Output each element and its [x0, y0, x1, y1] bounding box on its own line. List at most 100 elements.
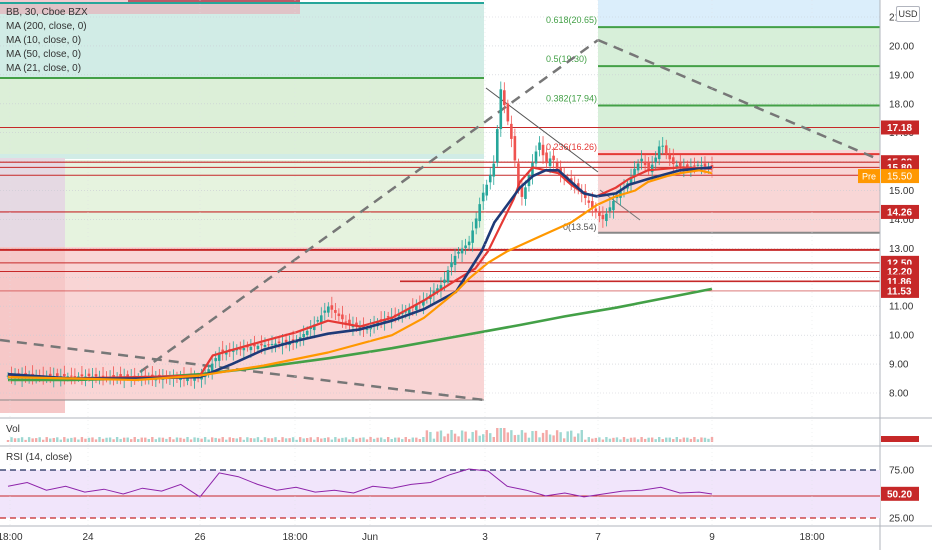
volume-bar	[320, 438, 323, 442]
volume-bar	[91, 437, 94, 442]
candle-body	[260, 343, 263, 346]
candle-body	[436, 288, 439, 291]
volume-bar	[534, 430, 538, 442]
candle-body	[538, 142, 541, 150]
volume-bar	[689, 438, 693, 442]
candle-body	[510, 123, 513, 139]
candle-body	[657, 146, 661, 160]
volume-bar	[686, 437, 689, 442]
volume-bar	[457, 436, 460, 442]
volume-bar	[372, 438, 376, 442]
volume-bar	[196, 437, 200, 442]
volume-bar	[658, 437, 661, 442]
rsi-band	[0, 470, 880, 518]
ma-50-legend[interactable]: MA (50, close, 0)	[6, 49, 82, 60]
volume-bar	[327, 437, 330, 442]
volume-bar	[640, 437, 643, 442]
volume-bar	[629, 437, 633, 442]
volume-bar	[186, 437, 189, 442]
price-label-5: 12.50	[887, 258, 912, 269]
candle-body	[446, 270, 450, 283]
volume-bar	[52, 437, 55, 442]
volume-bar	[594, 437, 598, 442]
candle-body	[534, 151, 538, 164]
candle-body	[253, 343, 256, 347]
symbol-title[interactable]: BB, 30, Cboe BZX	[6, 7, 88, 18]
volume-bar	[383, 439, 386, 442]
volume-bar	[193, 437, 196, 442]
volume-bar	[404, 437, 407, 442]
candle-body	[675, 165, 679, 167]
volume-bar	[291, 437, 295, 442]
volume-bar	[362, 437, 365, 442]
volume-bar	[27, 437, 31, 442]
time-tick-6: 7	[595, 532, 601, 543]
volume-bar	[654, 439, 657, 442]
volume-bar	[98, 437, 101, 442]
volume-bar	[577, 433, 580, 442]
candle-body	[249, 346, 253, 351]
volume-bar	[284, 438, 288, 442]
ma-10-legend[interactable]: MA (10, close, 0)	[6, 35, 82, 46]
candle-body	[671, 157, 675, 165]
volume-bar	[696, 439, 700, 442]
volume-bar	[73, 437, 77, 442]
volume-bar	[63, 437, 66, 442]
volume-bar	[77, 439, 80, 442]
ma-line-1	[7, 166, 713, 380]
volume-bar	[580, 430, 583, 442]
candle-body	[636, 163, 640, 171]
premarket-tag: Pre	[862, 172, 876, 182]
rsi-tick-1: 25.00	[889, 514, 914, 525]
volume-bar	[422, 437, 425, 442]
candle-body	[457, 251, 460, 254]
volume-bar	[668, 437, 671, 442]
volume-bar	[510, 430, 513, 442]
volume-bar	[450, 430, 453, 442]
volume-bar	[555, 430, 559, 442]
volume-bar	[151, 437, 154, 442]
volume-bar	[478, 435, 481, 442]
candle-body	[548, 158, 552, 167]
volume-bar	[496, 428, 499, 442]
volume-bar	[573, 436, 576, 442]
volume-bar	[513, 435, 517, 442]
volume-bar	[432, 438, 436, 442]
volume-bar	[650, 437, 654, 442]
volume-bar	[682, 437, 686, 442]
volume-bar	[225, 439, 228, 442]
candle-body	[365, 328, 369, 330]
short-zone-green	[598, 28, 880, 150]
price-tick-13: 8.00	[889, 389, 909, 400]
rsi-pane-label[interactable]: RSI (14, close)	[6, 452, 73, 463]
volume-bar	[263, 437, 267, 442]
volume-bar	[460, 430, 464, 442]
candle-body	[284, 339, 288, 343]
volume-bar	[17, 438, 20, 442]
volume-bar	[228, 437, 231, 442]
green-zone-upper	[0, 78, 484, 154]
volume-bar	[672, 439, 675, 442]
volume-bar	[605, 437, 608, 442]
candle-body	[587, 200, 591, 203]
candle-body	[650, 164, 654, 173]
volume-bar	[337, 438, 341, 442]
volume-bar	[256, 437, 260, 442]
volume-bar	[306, 438, 309, 442]
candle-body	[63, 373, 66, 377]
currency-button[interactable]: USD	[896, 6, 920, 22]
price-label-8: 11.53	[887, 286, 912, 297]
volume-bar	[415, 437, 418, 442]
ma-21-legend[interactable]: MA (21, close, 0)	[6, 63, 82, 74]
ma-200-legend[interactable]: MA (200, close, 0)	[6, 21, 87, 32]
candle-body	[263, 344, 267, 347]
candle-body	[520, 186, 524, 197]
candle-body	[334, 310, 337, 313]
candle-body	[679, 162, 682, 167]
volume-bar	[101, 438, 105, 442]
candle-body	[591, 201, 594, 208]
volume-bar	[242, 439, 246, 442]
volume-pane-label[interactable]: Vol	[6, 424, 20, 435]
